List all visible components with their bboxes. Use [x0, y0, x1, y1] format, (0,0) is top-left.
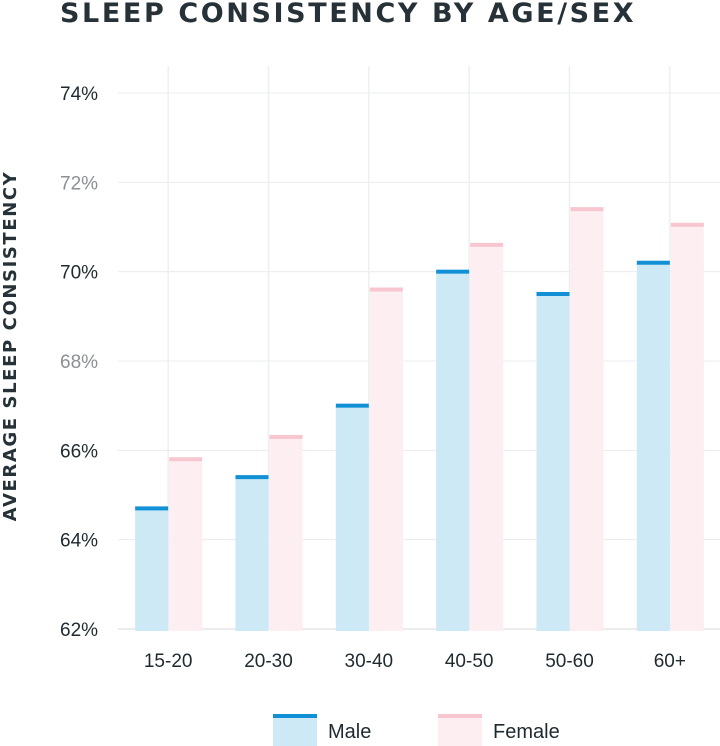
- legend-swatch: [438, 714, 482, 746]
- x-tick-label: 30-40: [345, 651, 394, 672]
- bar-cap-female: [269, 434, 303, 439]
- y-axis-label: AVERAGE SLEEP CONSISTENCY: [0, 171, 21, 522]
- legend-swatch-cap: [438, 714, 482, 718]
- bar-male: [335, 405, 369, 631]
- x-tick-label: 15-20: [144, 651, 193, 672]
- bar-cap-female: [670, 222, 704, 227]
- gridlines: [118, 66, 720, 630]
- bar-female: [670, 224, 704, 631]
- bar-cap-male: [536, 292, 570, 296]
- x-tick-label: 20-30: [244, 651, 293, 672]
- bar-male: [436, 271, 470, 631]
- bars: [135, 207, 704, 631]
- bar-cap-female: [470, 242, 504, 247]
- bar-male: [135, 508, 169, 631]
- x-tick-label: 50-60: [545, 651, 594, 672]
- y-tick-label: 72%: [60, 173, 98, 194]
- y-tick-label: 66%: [60, 441, 98, 462]
- bar-cap-male: [235, 475, 269, 480]
- x-tick-label: 60+: [654, 651, 686, 672]
- legend-swatch: [273, 714, 317, 746]
- bar-cap-female: [570, 207, 604, 212]
- legend-item-male: Male: [273, 714, 371, 746]
- bar-male: [235, 477, 269, 631]
- bar-cap-male: [135, 506, 169, 511]
- y-tick-label: 62%: [60, 620, 98, 641]
- legend-item-female: Female: [438, 714, 560, 746]
- bar-female: [169, 459, 203, 631]
- bar-female: [369, 289, 403, 631]
- y-tick-label: 70%: [60, 263, 98, 284]
- bar-cap-female: [169, 457, 203, 462]
- y-tick-label: 64%: [60, 531, 98, 552]
- bar-female: [470, 244, 504, 631]
- y-tick-label: 68%: [60, 352, 98, 373]
- legend-label: Male: [328, 721, 371, 743]
- bar-cap-female: [369, 287, 403, 292]
- legend: Male Female: [273, 714, 560, 746]
- bar-cap-male: [436, 269, 470, 274]
- chart-title: SLEEP CONSISTENCY BY AGE/SEX: [60, 0, 636, 29]
- y-tick-label: 74%: [60, 84, 98, 105]
- x-tick-label: 40-50: [445, 651, 494, 672]
- legend-label: Female: [493, 721, 560, 743]
- bar-cap-male: [335, 403, 369, 408]
- bar-male: [636, 262, 670, 631]
- bar-female: [269, 436, 303, 631]
- axis-ticks: 74% 72% 70% 68% 66% 64% 62% 15-20 20-30 30-40 40-5…: [60, 84, 686, 672]
- bar-male: [536, 294, 570, 631]
- legend-swatch-cap: [273, 714, 317, 718]
- bar-cap-male: [636, 260, 670, 265]
- bar-female: [570, 209, 604, 631]
